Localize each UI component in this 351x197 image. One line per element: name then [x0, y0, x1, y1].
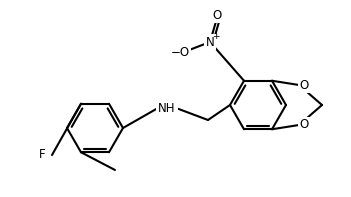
Text: F: F — [39, 149, 45, 162]
Text: O: O — [299, 78, 309, 91]
Text: NH: NH — [158, 101, 176, 114]
Text: O: O — [212, 8, 221, 21]
Text: −O: −O — [171, 46, 190, 59]
Text: +: + — [212, 32, 220, 41]
Text: N: N — [206, 35, 214, 48]
Text: O: O — [299, 119, 309, 132]
